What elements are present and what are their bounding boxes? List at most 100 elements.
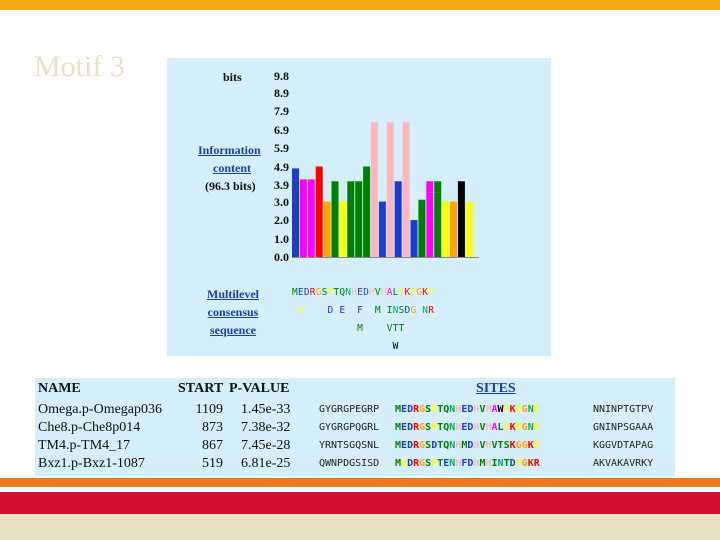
right-flank: GNINPSGAAA — [593, 422, 654, 433]
table-row: TM4.p-TM4_17 867 7.45e-28 YRNTSGQSNL MEDRGSD… — [35, 438, 675, 458]
site-residue: P — [431, 422, 438, 433]
consensus-label-line2[interactable]: consensus — [207, 305, 259, 319]
site-residue: H — [455, 422, 462, 433]
site-residue: E — [461, 422, 468, 433]
start-position: 519 — [202, 456, 223, 471]
site-residue: R — [413, 440, 420, 451]
consensus-residue: I — [386, 305, 393, 316]
site-residue: S — [425, 440, 432, 451]
consensus-row-4: W — [292, 341, 399, 352]
information-content-link-line1[interactable]: Information — [198, 143, 261, 157]
logo-bar-pos-14-seg-0 — [394, 181, 402, 257]
site-residue: T — [503, 458, 510, 469]
consensus-row-3: M VTT — [292, 323, 405, 334]
y-tick-label: 8.9 — [274, 85, 289, 100]
site-residue: H — [455, 458, 462, 469]
site-residue: T — [497, 440, 504, 451]
start-position: 1109 — [195, 402, 223, 417]
consensus-residue: N — [422, 305, 429, 316]
consensus-residue: E — [357, 287, 364, 298]
site-residue: H — [473, 404, 480, 415]
site-residue: G — [419, 422, 426, 433]
site-residue: G — [419, 440, 426, 451]
site-residue: E — [401, 404, 408, 415]
site-residue: D — [467, 458, 474, 469]
consensus-residue: P — [327, 287, 334, 298]
consensus-label-line1[interactable]: Multilevel — [207, 287, 259, 301]
site-residue: S — [425, 404, 432, 415]
logo-bar-pos-13-seg-0 — [386, 122, 394, 258]
y-tick-label: 7.9 — [274, 104, 289, 119]
y-tick-label: 3.0 — [274, 194, 289, 209]
site-residue: S — [425, 422, 432, 433]
site-residue: T — [437, 422, 444, 433]
consensus-residue: H — [351, 287, 358, 298]
p-value: 6.81e-25 — [241, 456, 291, 471]
consensus-residue: T — [333, 287, 340, 298]
site-residue: K — [509, 422, 516, 433]
site-residue: V — [479, 404, 486, 415]
site-residue: K — [527, 458, 534, 469]
consensus-residue: Y — [398, 287, 405, 298]
consensus-residue: K — [404, 287, 411, 298]
logo-bar-pos-12-seg-0 — [378, 201, 386, 257]
site-residue: P — [533, 404, 540, 415]
y-tick-label: 6.9 — [274, 122, 289, 137]
site-residue: P — [431, 458, 438, 469]
logo-bar-pos-15-seg-0 — [402, 122, 410, 258]
information-content-link-line2[interactable]: content — [213, 161, 251, 175]
site-residue: R — [413, 458, 420, 469]
site-residue: P — [431, 404, 438, 415]
slide-title: Motif 3 — [34, 50, 125, 83]
header-name: NAME — [38, 381, 81, 396]
p-value: 7.45e-28 — [241, 438, 291, 453]
header-start: START — [178, 381, 224, 396]
consensus-residue: E — [297, 287, 304, 298]
consensus-residue: E — [339, 305, 346, 316]
site-residue: E — [443, 458, 450, 469]
site-residue: K — [509, 404, 516, 415]
y-tick-label: 4.9 — [274, 159, 289, 174]
consensus-residue: D — [363, 287, 369, 298]
consensus-residue: R — [309, 287, 316, 298]
left-flank: GYGRGPEGRP — [319, 404, 380, 415]
logo-bar-pos-16-seg-0 — [410, 220, 418, 257]
y-tick-label: 5.9 — [274, 141, 289, 156]
y-axis-unit-label: bits — [223, 70, 242, 84]
total-bits-label: (96.3 bits) — [205, 179, 256, 193]
site-residue: Q — [443, 404, 450, 415]
consensus-residue: D — [327, 305, 334, 316]
sequence-logo-chart — [292, 122, 479, 258]
site-residue: D — [431, 440, 438, 451]
site-residue: V — [479, 422, 486, 433]
site-residue: E — [401, 440, 408, 451]
site-residue: D — [467, 422, 474, 433]
start-position: 873 — [202, 420, 223, 435]
site-residue: N — [527, 404, 534, 415]
footer-orange-stripe — [0, 478, 720, 487]
site-residue: D — [407, 458, 414, 469]
sequence-name: Che8.p-Che8p014 — [38, 420, 141, 435]
site-residue: T — [437, 458, 444, 469]
table-row: Bxz1.p-Bxz1-1087 519 6.81e-25 QWNPDGSISD MQD… — [35, 456, 675, 476]
site-residue: Q — [443, 440, 450, 451]
consensus-label-line3[interactable]: sequence — [210, 323, 256, 337]
site-sequence: MEDRGSPTQNHEDHVHAWYKPGNP — [395, 404, 540, 415]
site-residue: P — [515, 422, 522, 433]
site-residue: Y — [503, 404, 510, 415]
site-residue: Q — [443, 422, 450, 433]
site-residue: M — [479, 458, 486, 469]
logo-bar-pos-1-seg-0 — [292, 168, 299, 257]
y-tick-label: 1.0 — [274, 231, 289, 246]
logo-bar-pos-5-seg-0 — [323, 201, 331, 257]
y-tick-label: 2.0 — [274, 213, 289, 228]
site-residue: S — [503, 440, 510, 451]
consensus-residue: R — [428, 305, 435, 316]
site-residue: P — [515, 458, 522, 469]
consensus-residue: L — [392, 287, 399, 298]
header-sites-link[interactable]: SITES — [476, 381, 516, 396]
logo-bar-pos-22-seg-0 — [457, 181, 465, 257]
consensus-residue: W — [392, 341, 399, 352]
site-residue: R — [533, 458, 540, 469]
site-residue: D — [407, 404, 414, 415]
